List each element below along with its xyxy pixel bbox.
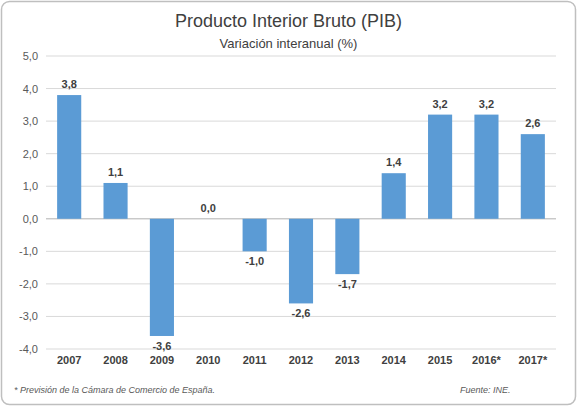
bar: [474, 115, 498, 219]
data-label: 2,6: [525, 117, 540, 129]
x-tick-label: 2011: [243, 354, 267, 366]
y-tick-label: 0,0: [23, 213, 38, 225]
y-tick-label: -1,0: [19, 245, 38, 257]
bars: [57, 95, 545, 336]
chart-container: Producto Interior Bruto (PIB) Variación i…: [0, 0, 577, 406]
data-label: 0,0: [201, 202, 216, 214]
data-label: 3,2: [479, 98, 494, 110]
bar: [57, 95, 81, 219]
annotations: * Previsión de la Cámara de Comercio de …: [14, 385, 511, 395]
bar: [243, 219, 267, 252]
data-label: 3,2: [432, 98, 447, 110]
bar: [521, 134, 545, 219]
x-tick-label: 2012: [289, 354, 313, 366]
chart-svg: Producto Interior Bruto (PIB) Variación i…: [0, 0, 577, 406]
data-label: -1,7: [338, 278, 357, 290]
x-tick-label: 2017*: [518, 354, 547, 366]
y-tick-label: 2,0: [23, 148, 38, 160]
x-tick-label: 2016*: [472, 354, 501, 366]
data-labels: 3,8 1,1 -3,6 0,0 -1,0 -2,6 -1,7 1,4 3,2 3,2 2,6: [62, 78, 541, 352]
bar: [196, 218, 220, 219]
y-tick-label: 5,0: [23, 50, 38, 62]
data-label: -3,6: [152, 340, 171, 352]
bar: [382, 173, 406, 219]
title: Producto Interior Bruto (PIB): [175, 11, 402, 31]
x-tick-label: 2007: [57, 354, 81, 366]
x-tick-label: 2013: [335, 354, 359, 366]
data-label: 1,1: [108, 166, 123, 178]
bar: [289, 219, 313, 304]
data-label: -1,0: [245, 255, 264, 267]
chart-frame: [2, 2, 576, 405]
page: {"chart_data": {"type": "bar", "title": …: [0, 0, 577, 406]
y-tick-label: 1,0: [23, 180, 38, 192]
y-tick-label: 4,0: [23, 83, 38, 95]
annotation: Fuente: INE.: [460, 385, 511, 395]
grid-line: [46, 88, 556, 89]
bar: [428, 115, 452, 219]
y-axis: -4,0 -3,0 -2,0 -1,0 0,0 1,0 2,0 3,0 4,0 5,0: [19, 50, 38, 355]
bar: [335, 219, 359, 274]
data-label: 1,4: [386, 156, 402, 168]
x-tick-label: 2015: [428, 354, 452, 366]
grid-line: [46, 56, 556, 57]
y-tick-label: -3,0: [19, 310, 38, 322]
grid: [46, 56, 556, 349]
x-tick-label: 2010: [196, 354, 220, 366]
grid-line: [46, 349, 556, 350]
x-tick-label: 2014: [381, 354, 406, 366]
subtitle: Variación interanual (%): [220, 36, 358, 51]
bar: [150, 219, 174, 336]
x-axis: 2007 2008 2009 2010 2011 2012 2013 2014 2015 2016…: [57, 354, 548, 366]
x-tick-label: 2008: [103, 354, 127, 366]
data-label: 3,8: [62, 78, 77, 90]
y-tick-label: 3,0: [23, 115, 38, 127]
y-tick-label: -2,0: [19, 278, 38, 290]
data-label: -2,6: [292, 307, 311, 319]
bar: [103, 183, 127, 219]
y-tick-label: -4,0: [19, 343, 38, 355]
x-tick-label: 2009: [150, 354, 174, 366]
annotation: * Previsión de la Cámara de Comercio de …: [14, 385, 215, 395]
